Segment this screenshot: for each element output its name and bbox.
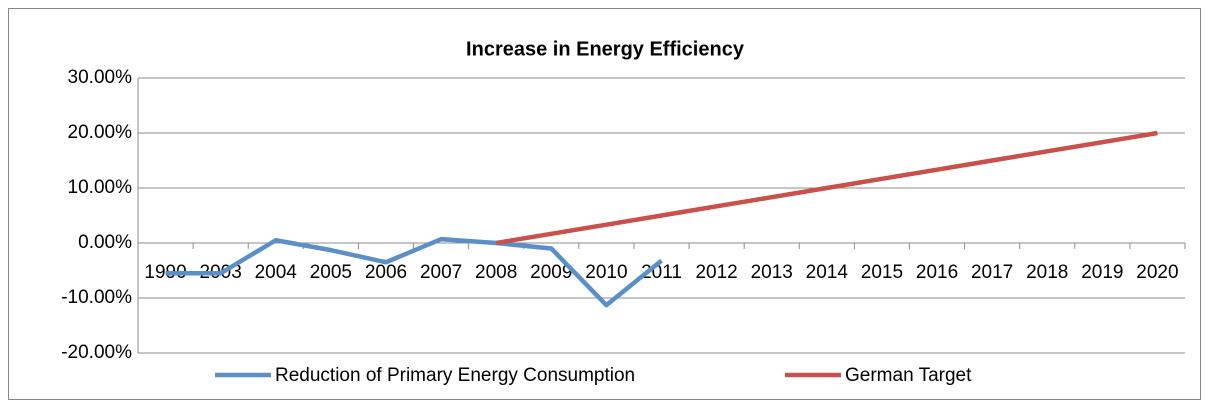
y-tick-label: 0.00% [78,232,132,253]
x-tick-label: 2018 [1026,262,1068,283]
x-tick-label: 2004 [255,262,298,283]
x-tick-label: 2005 [310,262,352,283]
x-tick-label: 2010 [585,262,627,283]
x-tick-label: 2007 [420,262,462,283]
series-line [495,130,1158,246]
series-line [165,236,663,308]
x-tick-label: 2013 [751,262,793,283]
x-tick-label: 2016 [916,262,958,283]
legend-label: German Target [845,365,972,386]
x-tick-label: 2006 [365,262,407,283]
x-tick-label: 2015 [861,262,903,283]
y-tick-label: 30.00% [68,67,133,88]
x-tick-label: 2009 [530,262,572,283]
y-tick-label: 10.00% [68,177,133,198]
y-tick-label: -10.00% [61,287,132,308]
x-tick-label: 2020 [1136,262,1178,283]
x-tick-label: 2014 [806,262,849,283]
legend-label: Reduction of Primary Energy Consumption [275,365,635,386]
x-tick-label: 2019 [1081,262,1123,283]
x-tick-label: 2012 [695,262,737,283]
y-tick-label: 20.00% [68,122,133,143]
y-tick-label: -20.00% [61,342,132,363]
chart-title: Increase in Energy Efficiency [466,38,745,60]
chart-border [8,8,1201,400]
x-tick-label: 2017 [971,262,1013,283]
x-tick-label: 2008 [475,262,517,283]
